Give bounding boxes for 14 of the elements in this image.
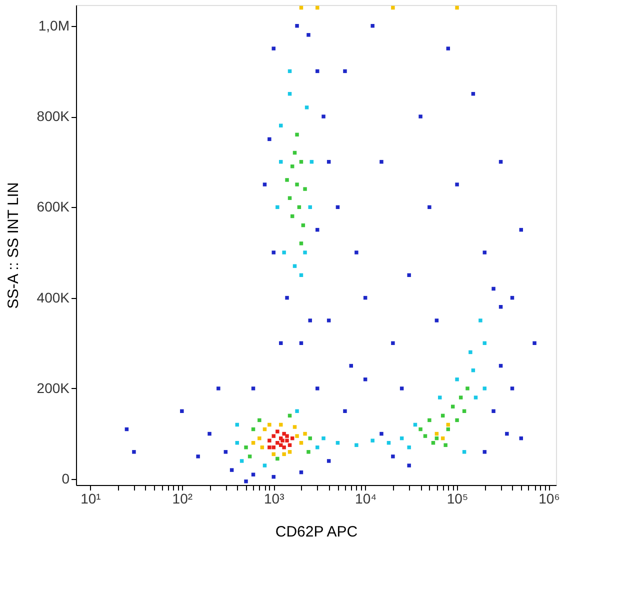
x-tick-label: 10⁵ (446, 490, 468, 506)
x-tick-label: 10⁴ (355, 490, 377, 506)
x-tick-label: 10⁶ (538, 490, 560, 506)
x-axis-title: CD62P APC (275, 524, 358, 540)
y-tick-label: 1,0M (38, 17, 70, 34)
y-tick-label: 200K (36, 380, 70, 396)
x-tick-label: 10³ (264, 490, 285, 506)
y-axis-title: SS-A :: SS INT LIN (4, 182, 22, 309)
y-tick-label: 0 (62, 470, 70, 487)
y-tick-label: 600K (36, 198, 70, 215)
x-tick-label: 10¹ (80, 490, 102, 506)
y-tick-label: 400K (36, 289, 70, 306)
y-tick-label: 800K (36, 108, 70, 124)
x-tick-label: 10² (172, 490, 193, 506)
